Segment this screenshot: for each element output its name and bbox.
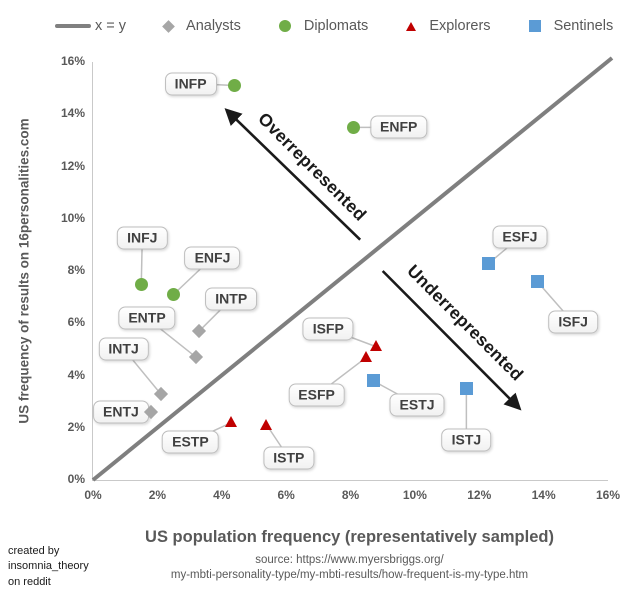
legend-item-xy: x = y xyxy=(55,18,126,34)
x-axis-tick-label: 16% xyxy=(595,488,621,502)
x-axis-title: US population frequency (representativel… xyxy=(145,528,554,546)
data-point-esfp xyxy=(360,350,373,362)
legend-item-diplomats: Diplomats xyxy=(278,18,369,34)
point-label-intj: INTJ xyxy=(98,337,149,361)
y-axis-tick-label: 8% xyxy=(67,263,85,277)
legend-label: Diplomats xyxy=(303,18,369,34)
y-axis-title: US frequency of results on 16personaliti… xyxy=(16,118,32,424)
diamond-marker-icon xyxy=(162,19,175,33)
x-axis-tick-label: 10% xyxy=(402,488,427,502)
xy-line-icon xyxy=(55,24,91,28)
data-point-esfj xyxy=(482,256,496,270)
legend-label: Sentinels xyxy=(553,18,614,34)
point-label-infp: INFP xyxy=(164,72,217,95)
y-axis-tick-label: 4% xyxy=(67,367,85,382)
point-label-istp: ISTP xyxy=(263,446,315,470)
data-point-estp xyxy=(224,416,237,428)
xy-reference-line xyxy=(91,56,614,482)
data-point-infj xyxy=(134,277,148,291)
legend-item-sentinels: Sentinels xyxy=(528,18,614,34)
point-label-esfp: ESFP xyxy=(288,383,345,407)
legend-label: Analysts xyxy=(186,18,241,34)
data-point-estj xyxy=(366,374,380,388)
y-axis-tick-label: 6% xyxy=(67,315,85,330)
point-label-estj: ESTJ xyxy=(389,393,445,417)
annotation-arrow xyxy=(224,108,362,241)
point-label-entp: ENTP xyxy=(118,306,176,330)
x-axis-tick-label: 4% xyxy=(213,488,231,502)
plot-area: 0% 2% 4% 6% 8% 10% 12% 14% 16% 0% 2% 4% 6% 8% 10% 12% 14… xyxy=(61,54,620,502)
legend-label: Explorers xyxy=(429,18,491,34)
legend-item-explorers: Explorers xyxy=(406,18,491,34)
y-axis-tick-label: 12% xyxy=(60,158,85,173)
point-label-infj: INFJ xyxy=(117,226,168,250)
x-axis-tick-label: 14% xyxy=(531,488,556,502)
y-axis-tick-label: 14% xyxy=(60,106,85,121)
source-line-2: my-mbti-personality-type/my-mbti-results… xyxy=(170,569,529,581)
x-axis-tick-label: 12% xyxy=(467,488,492,502)
y-axis-tick-label: 0% xyxy=(67,472,85,486)
data-point-enfp xyxy=(347,120,361,134)
point-label-entj: ENTJ xyxy=(93,400,149,424)
legend-label-xy: x = y xyxy=(95,18,127,34)
data-point-infp xyxy=(228,79,242,92)
legend-item-analysts: Analysts xyxy=(162,18,241,34)
credit-text: created by insomnia_theory on reddit xyxy=(8,545,89,588)
circle-marker-icon xyxy=(278,20,291,32)
point-label-estp: ESTP xyxy=(162,430,219,454)
x-axis-tick-label: 0% xyxy=(84,488,102,502)
point-label-enfj: ENFJ xyxy=(184,246,241,269)
chart-legend: x = y Analysts Diplomats Explorers Sentinel… xyxy=(55,13,613,39)
triangle-marker-icon xyxy=(406,21,417,31)
point-label-isfp: ISFP xyxy=(302,317,354,341)
data-point-isfj xyxy=(530,274,544,288)
point-label-esfj: ESFJ xyxy=(492,225,548,249)
y-axis-tick-label: 10% xyxy=(60,210,85,225)
x-axis-tick-label: 2% xyxy=(148,488,167,502)
point-label-isfj: ISFJ xyxy=(548,310,598,334)
annotation-arrow xyxy=(381,270,522,411)
point-label-intp: INTP xyxy=(205,287,258,311)
x-axis-tick-label: 8% xyxy=(341,488,360,502)
point-label-istj: ISTJ xyxy=(441,428,492,452)
point-label-enfp: ENFP xyxy=(370,115,428,139)
x-axis-tick-label: 6% xyxy=(277,488,295,502)
y-axis-tick-label: 16% xyxy=(60,54,85,68)
square-marker-icon xyxy=(528,20,541,32)
data-point-istj xyxy=(459,382,473,396)
data-point-enfj xyxy=(166,288,180,301)
data-point-istp xyxy=(260,418,273,430)
y-axis-tick-label: 2% xyxy=(67,419,85,434)
data-point-isfp xyxy=(369,340,382,352)
source-line-1: source: https://www.myersbriggs.org/ xyxy=(255,554,444,566)
